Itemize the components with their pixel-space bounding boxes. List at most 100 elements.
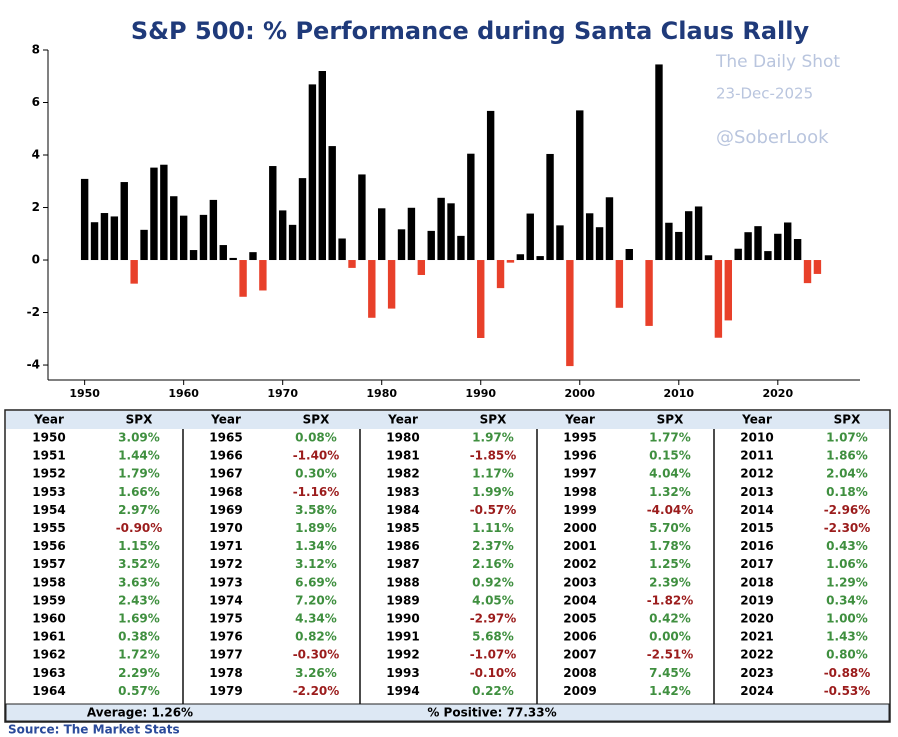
y-tick-label: 8 bbox=[32, 43, 40, 57]
spx-cell: 0.80% bbox=[826, 648, 868, 662]
year-cell: 2002 bbox=[563, 557, 596, 571]
bar bbox=[308, 84, 317, 261]
bar bbox=[427, 230, 435, 261]
spx-cell: -1.82% bbox=[647, 593, 694, 607]
x-tick-label: 1970 bbox=[267, 387, 298, 400]
spx-cell: 1.11% bbox=[472, 521, 514, 535]
spx-cell: -2.30% bbox=[824, 521, 871, 535]
bar bbox=[100, 213, 109, 261]
bar bbox=[744, 232, 752, 261]
watermark: The Daily Shot bbox=[715, 52, 840, 72]
year-cell: 2010 bbox=[740, 431, 773, 445]
year-cell: 1995 bbox=[563, 431, 596, 445]
spx-cell: 0.15% bbox=[649, 449, 691, 463]
year-cell: 2007 bbox=[563, 648, 596, 662]
bar bbox=[754, 226, 762, 261]
spx-cell: 1.69% bbox=[118, 612, 160, 626]
year-cell: 1952 bbox=[32, 467, 65, 481]
year-cell: 1982 bbox=[386, 467, 419, 481]
bar bbox=[536, 256, 544, 261]
year-cell: 2018 bbox=[740, 575, 773, 589]
year-cell: 1999 bbox=[563, 503, 596, 517]
spx-cell: -1.85% bbox=[470, 449, 517, 463]
bar bbox=[477, 260, 485, 338]
bar bbox=[259, 260, 267, 291]
year-cell: 2011 bbox=[740, 449, 773, 463]
bar bbox=[219, 245, 227, 261]
x-tick-label: 1950 bbox=[69, 387, 100, 400]
year-cell: 1996 bbox=[563, 449, 596, 463]
year-cell: 1970 bbox=[209, 521, 242, 535]
bar bbox=[378, 208, 386, 261]
y-tick-label: -4 bbox=[27, 358, 40, 372]
year-cell: 1979 bbox=[209, 684, 242, 698]
year-cell: 1994 bbox=[386, 684, 419, 698]
source: Source: The Market Stats bbox=[8, 723, 180, 737]
spx-cell: -4.04% bbox=[647, 503, 694, 517]
spx-cell: -1.40% bbox=[293, 449, 340, 463]
bar bbox=[793, 239, 802, 261]
year-cell: 1960 bbox=[32, 612, 65, 626]
year-cell: 2009 bbox=[563, 684, 596, 698]
bar bbox=[684, 211, 693, 261]
bar bbox=[130, 260, 138, 284]
year-cell: 1968 bbox=[209, 485, 242, 499]
spx-cell: -0.90% bbox=[116, 521, 163, 535]
bar bbox=[813, 260, 822, 274]
spx-cell: 0.38% bbox=[118, 630, 160, 644]
year-cell: 1956 bbox=[32, 539, 65, 553]
bar bbox=[585, 213, 594, 261]
bar bbox=[120, 182, 128, 261]
spx-cell: 3.52% bbox=[118, 557, 160, 571]
spx-cell: 1.32% bbox=[649, 485, 691, 499]
spx-cell: -0.88% bbox=[824, 666, 871, 680]
year-cell: 2000 bbox=[563, 521, 596, 535]
year-cell: 1992 bbox=[386, 648, 419, 662]
year-cell: 2015 bbox=[740, 521, 773, 535]
year-cell: 2021 bbox=[740, 630, 773, 644]
spx-cell: 2.04% bbox=[826, 467, 868, 481]
spx-cell: -0.57% bbox=[470, 503, 517, 517]
year-cell: 1958 bbox=[32, 575, 65, 589]
table-header-bg bbox=[6, 411, 889, 429]
spx-cell: 1.42% bbox=[649, 684, 691, 698]
year-cell: 1957 bbox=[32, 557, 65, 571]
table-header: SPX bbox=[480, 413, 507, 427]
spx-cell: 1.72% bbox=[118, 648, 160, 662]
bar bbox=[407, 207, 416, 261]
spx-cell: 3.12% bbox=[295, 557, 337, 571]
year-cell: 1965 bbox=[209, 431, 242, 445]
year-cell: 2014 bbox=[740, 503, 773, 517]
bar bbox=[694, 206, 703, 261]
spx-cell: 1.06% bbox=[826, 557, 868, 571]
year-cell: 2006 bbox=[563, 630, 596, 644]
spx-cell: 2.37% bbox=[472, 539, 514, 553]
bar bbox=[160, 164, 168, 261]
table-header: Year bbox=[564, 413, 595, 427]
watermark: @SoberLook bbox=[716, 127, 829, 148]
bar bbox=[239, 260, 247, 297]
percent-positive: % Positive: 77.33% bbox=[427, 706, 556, 720]
year-cell: 1961 bbox=[32, 630, 65, 644]
year-cell: 1997 bbox=[563, 467, 596, 481]
spx-cell: 1.15% bbox=[118, 539, 160, 553]
spx-cell: 1.78% bbox=[649, 539, 691, 553]
bar bbox=[140, 229, 148, 261]
spx-cell: 1.86% bbox=[826, 449, 868, 463]
bar bbox=[704, 255, 713, 261]
spx-cell: 0.43% bbox=[826, 539, 868, 553]
spx-cell: 0.22% bbox=[472, 684, 514, 698]
year-cell: 2012 bbox=[740, 467, 773, 481]
year-cell: 1981 bbox=[386, 449, 419, 463]
year-cell: 1976 bbox=[209, 630, 242, 644]
x-tick-label: 1990 bbox=[465, 387, 496, 400]
spx-cell: -2.20% bbox=[293, 684, 340, 698]
bar bbox=[774, 233, 782, 261]
bar bbox=[625, 248, 633, 261]
year-cell: 1964 bbox=[32, 684, 65, 698]
year-cell: 2013 bbox=[740, 485, 773, 499]
bar bbox=[734, 248, 742, 261]
x-tick-label: 1960 bbox=[168, 387, 199, 400]
table-header: SPX bbox=[834, 413, 861, 427]
